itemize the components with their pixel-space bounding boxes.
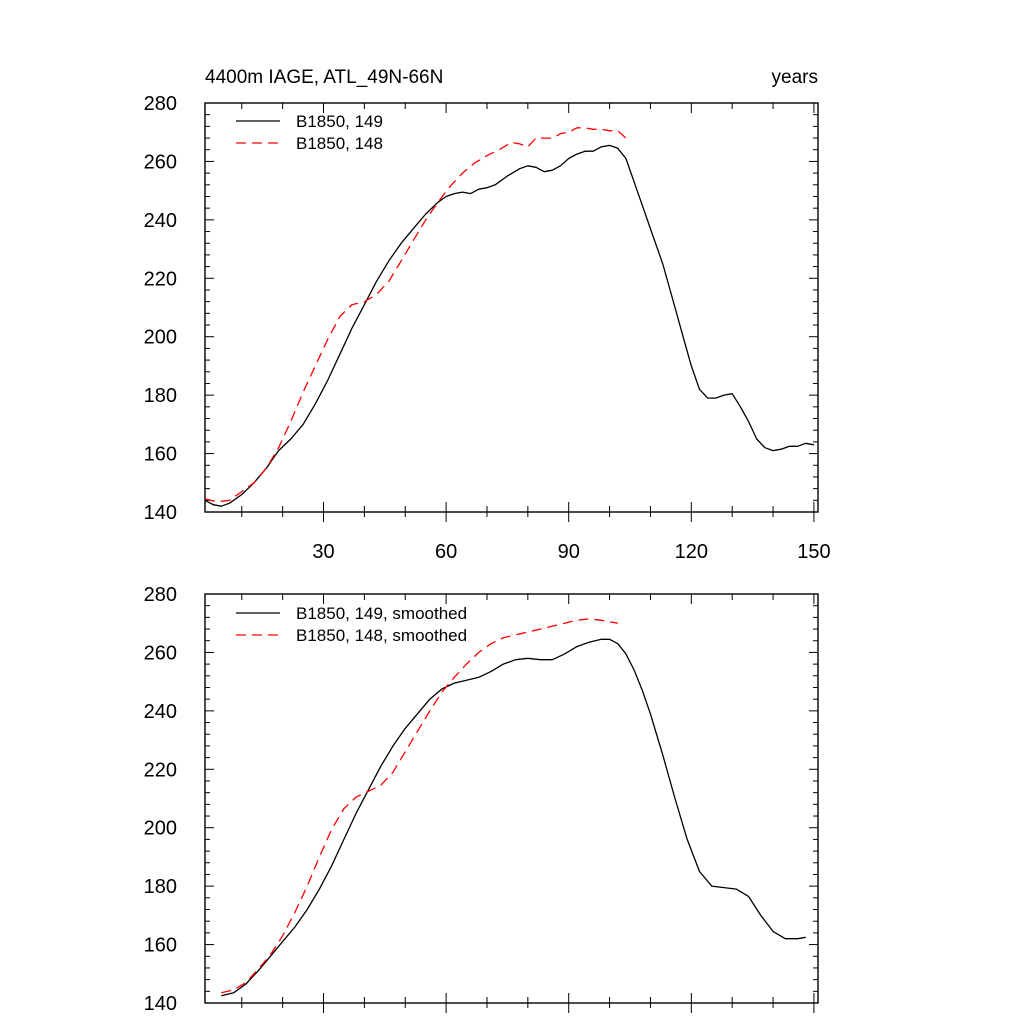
y-tick-label: 180 bbox=[144, 876, 177, 898]
y-tick-labels: 140 160 180 200 220 240 260 280 bbox=[144, 584, 177, 1015]
y-tick-label: 280 bbox=[144, 584, 177, 606]
series-line-0 bbox=[204, 144, 815, 507]
y-tick-label: 240 bbox=[144, 210, 177, 232]
panel-top: 140 160 180 200 220 240 260 280 30 60 90 120 150 44… bbox=[144, 67, 831, 563]
plot-frame bbox=[204, 593, 819, 1004]
y-tick-label: 260 bbox=[144, 151, 177, 173]
y-tick-label: 220 bbox=[144, 268, 177, 290]
tick-group bbox=[205, 593, 818, 1013]
y-tick-label: 140 bbox=[144, 993, 177, 1015]
chart-title: 4400m IAGE, ATL_49N-66N bbox=[205, 67, 443, 88]
legend-label-0: B1850, 149 bbox=[296, 112, 383, 131]
y-tick-label: 160 bbox=[144, 444, 177, 466]
x-tick-label: 150 bbox=[797, 541, 830, 563]
y-tick-label: 280 bbox=[144, 93, 177, 115]
y-tick-label: 180 bbox=[144, 385, 177, 407]
legend-label-1: B1850, 148 bbox=[296, 134, 383, 153]
series-line-1 bbox=[204, 127, 627, 503]
y-tick-label: 220 bbox=[144, 759, 177, 781]
x-tick-label: 90 bbox=[558, 541, 580, 563]
panel-bottom: 140 160 180 200 220 240 260 280 B1850, 149, smo… bbox=[144, 584, 819, 1015]
y-tick-label: 260 bbox=[144, 642, 177, 664]
y-tick-label: 240 bbox=[144, 701, 177, 723]
x-tick-label: 30 bbox=[312, 541, 334, 563]
legend-label-1: B1850, 148, smoothed bbox=[296, 626, 467, 645]
series-line-0 bbox=[221, 638, 806, 997]
series-lines bbox=[221, 618, 806, 997]
series-lines bbox=[204, 127, 815, 507]
units-label: years bbox=[772, 67, 818, 88]
tick-group bbox=[205, 102, 818, 522]
y-tick-label: 160 bbox=[144, 935, 177, 957]
legend: B1850, 149 B1850, 148 bbox=[236, 112, 383, 153]
y-tick-labels: 140 160 180 200 220 240 260 280 bbox=[144, 93, 177, 524]
y-tick-label: 200 bbox=[144, 818, 177, 840]
y-tick-label: 140 bbox=[144, 502, 177, 524]
legend-label-0: B1850, 149, smoothed bbox=[296, 604, 467, 623]
series-line-1 bbox=[221, 618, 618, 994]
plot-frame bbox=[204, 102, 819, 513]
x-tick-label: 60 bbox=[435, 541, 457, 563]
x-tick-label: 120 bbox=[675, 541, 708, 563]
legend: B1850, 149, smoothed B1850, 148, smoothe… bbox=[236, 604, 467, 645]
y-tick-label: 200 bbox=[144, 327, 177, 349]
x-tick-labels: 30 60 90 120 150 bbox=[312, 541, 830, 563]
